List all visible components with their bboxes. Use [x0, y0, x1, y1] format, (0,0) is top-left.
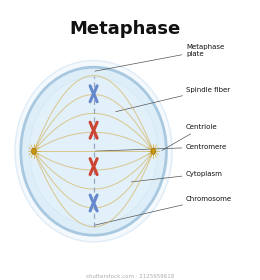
- Ellipse shape: [15, 60, 172, 242]
- Text: Cytoplasm: Cytoplasm: [131, 171, 223, 182]
- Ellipse shape: [31, 148, 36, 154]
- Ellipse shape: [21, 67, 166, 235]
- Text: shutterstock.com · 2125958618: shutterstock.com · 2125958618: [86, 274, 174, 279]
- Ellipse shape: [93, 93, 94, 95]
- Ellipse shape: [93, 202, 94, 204]
- Ellipse shape: [30, 77, 158, 225]
- Ellipse shape: [93, 166, 94, 167]
- Text: Metaphase: Metaphase: [69, 20, 180, 38]
- Text: Centromere: Centromere: [95, 144, 227, 151]
- Text: Chromosome: Chromosome: [95, 196, 232, 225]
- Ellipse shape: [93, 129, 94, 131]
- Ellipse shape: [151, 148, 156, 154]
- Text: Centriole: Centriole: [162, 124, 218, 151]
- Text: Metaphase
plate: Metaphase plate: [95, 44, 224, 71]
- Text: Spindle fiber: Spindle fiber: [116, 87, 230, 112]
